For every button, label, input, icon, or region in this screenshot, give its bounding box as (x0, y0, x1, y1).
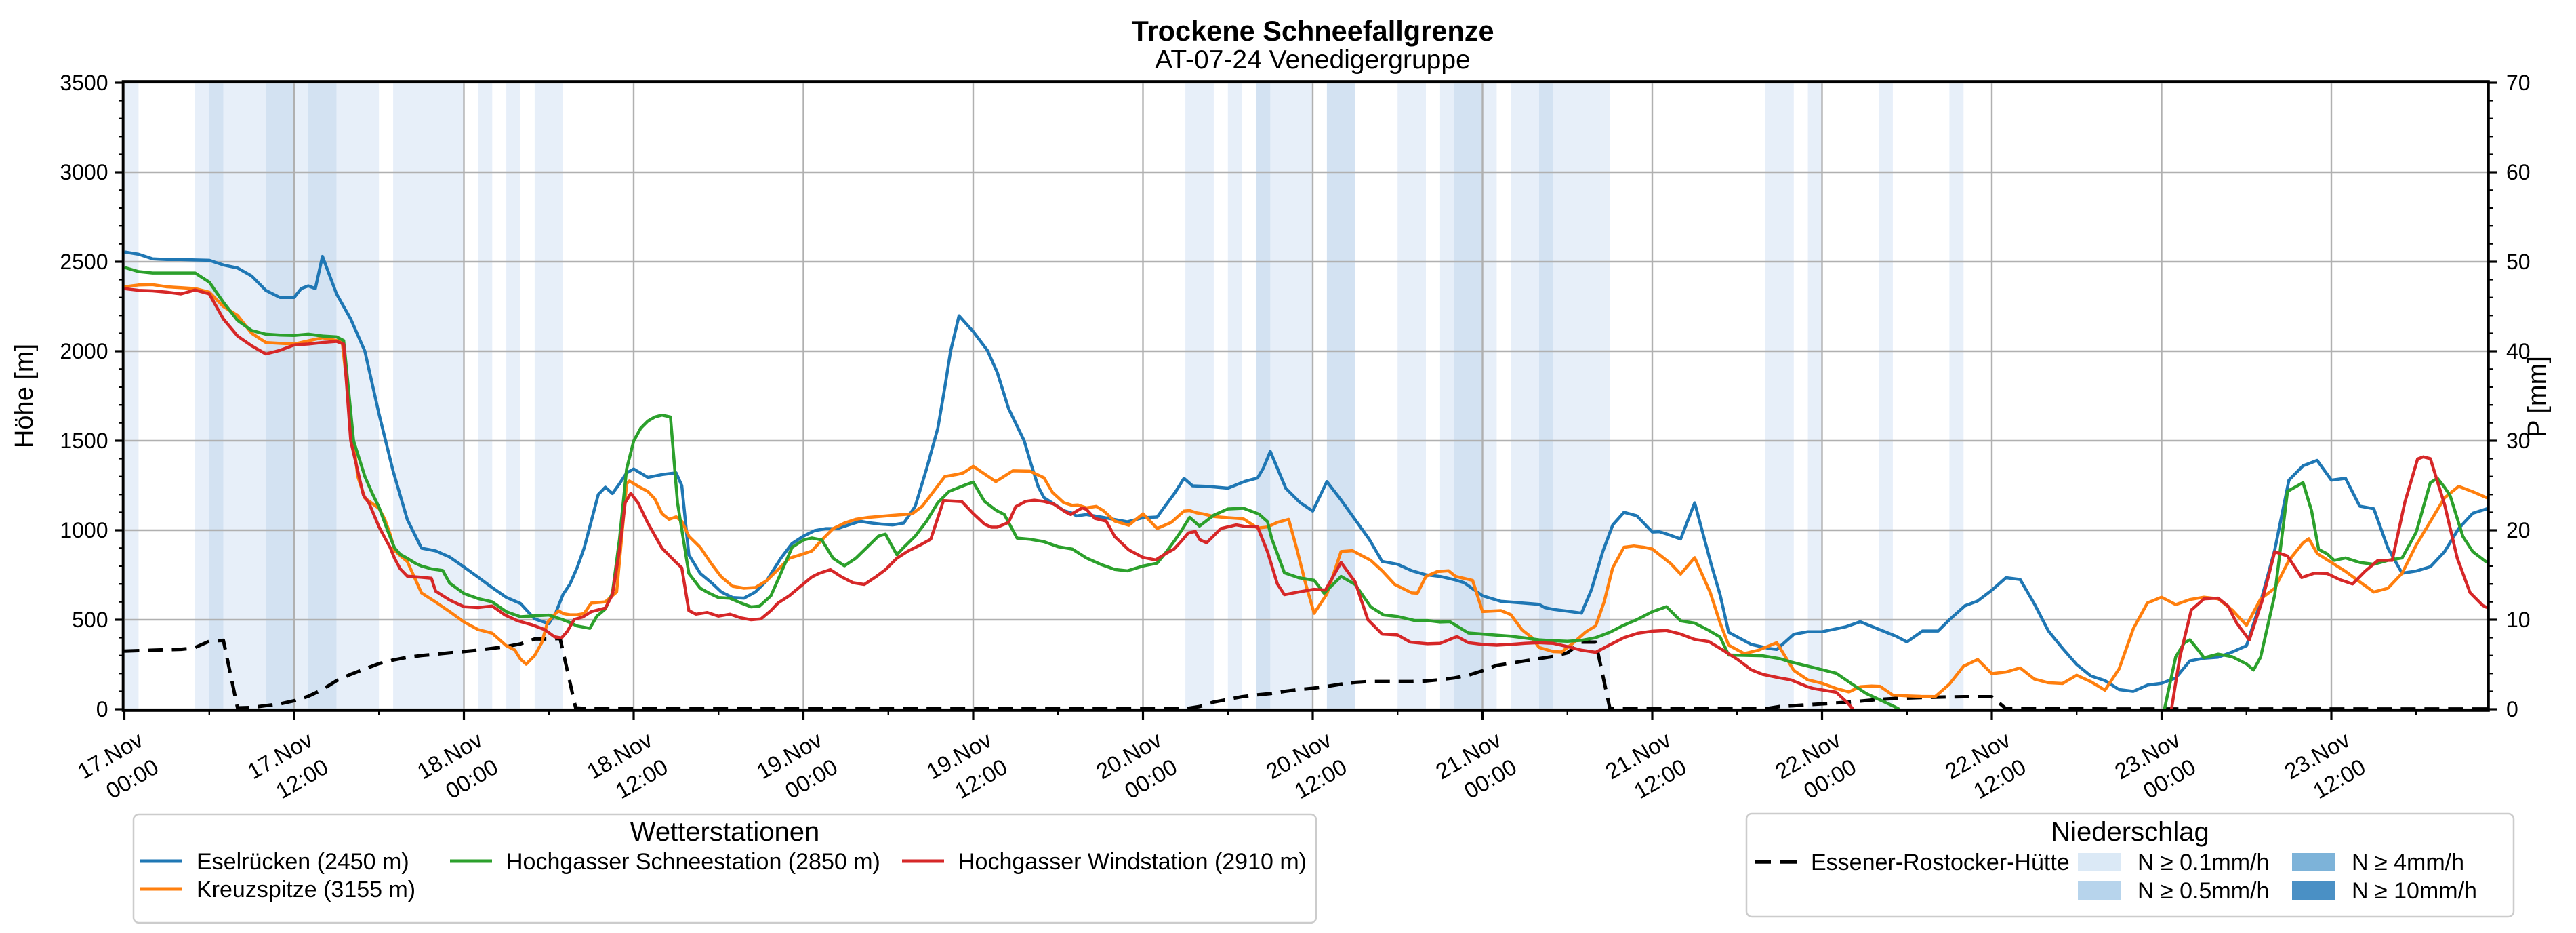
svg-text:70: 70 (2506, 71, 2531, 95)
svg-text:0: 0 (2506, 697, 2518, 721)
svg-text:Hochgasser Schneestation (2850: Hochgasser Schneestation (2850 m) (506, 849, 880, 875)
svg-text:2000: 2000 (60, 339, 108, 363)
svg-text:Trockene Schneefallgrenze: Trockene Schneefallgrenze (1131, 15, 1494, 47)
svg-text:Kreuzspitze (3155 m): Kreuzspitze (3155 m) (197, 877, 415, 902)
svg-text:N ≥ 0.5mm/h: N ≥ 0.5mm/h (2138, 878, 2269, 904)
svg-text:0: 0 (96, 697, 108, 721)
svg-text:P [mm]: P [mm] (2523, 356, 2552, 437)
svg-text:500: 500 (72, 608, 108, 632)
svg-text:1500: 1500 (60, 429, 108, 453)
svg-text:Niederschlag: Niederschlag (2051, 817, 2209, 847)
svg-text:2500: 2500 (60, 250, 108, 274)
svg-text:60: 60 (2506, 160, 2531, 184)
svg-text:AT-07-24 Venedigergruppe: AT-07-24 Venedigergruppe (1155, 45, 1470, 75)
svg-text:Hochgasser Windstation (2910 m: Hochgasser Windstation (2910 m) (958, 849, 1307, 875)
svg-text:Wetterstationen: Wetterstationen (630, 817, 819, 847)
svg-text:Höhe [m]: Höhe [m] (10, 344, 39, 448)
svg-text:1000: 1000 (60, 518, 108, 542)
svg-text:30: 30 (2506, 429, 2531, 453)
svg-text:N ≥ 4mm/h: N ≥ 4mm/h (2352, 850, 2464, 875)
svg-text:N ≥ 0.1mm/h: N ≥ 0.1mm/h (2138, 850, 2269, 875)
svg-text:3500: 3500 (60, 71, 108, 95)
svg-text:Eselrücken (2450 m): Eselrücken (2450 m) (197, 849, 409, 875)
svg-text:N ≥ 10mm/h: N ≥ 10mm/h (2352, 878, 2477, 904)
svg-text:Essener-Rostocker-Hütte: Essener-Rostocker-Hütte (1811, 850, 2070, 875)
svg-text:3000: 3000 (60, 160, 108, 184)
svg-text:40: 40 (2506, 339, 2531, 363)
svg-text:10: 10 (2506, 608, 2531, 632)
svg-text:20: 20 (2506, 518, 2531, 542)
svg-text:50: 50 (2506, 250, 2531, 274)
